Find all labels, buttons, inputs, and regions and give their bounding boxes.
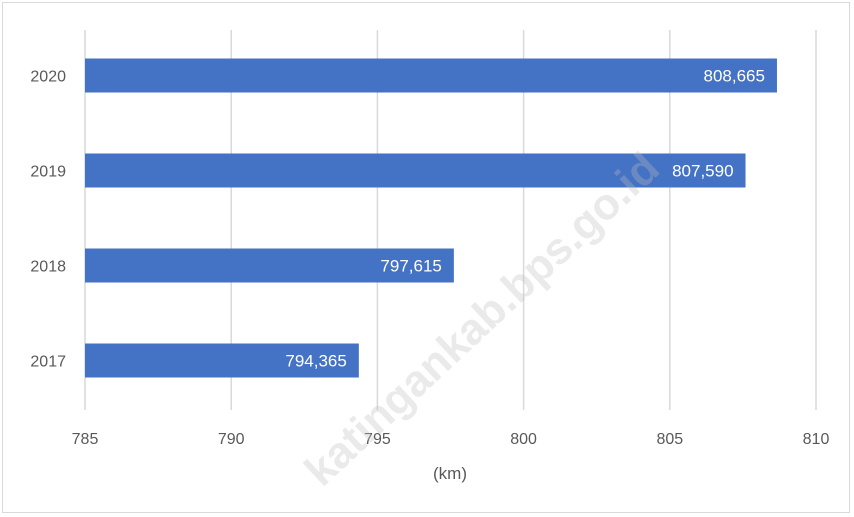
x-tick-label: 795 <box>364 431 391 448</box>
watermark: katingankab.bps.go.id <box>296 143 669 496</box>
x-tick-label: 790 <box>218 431 245 448</box>
x-tick-label: 810 <box>803 431 830 448</box>
bars: 808,665 807,590 797,615 794,365 <box>85 58 777 378</box>
x-tick-label: 800 <box>510 431 537 448</box>
bar-2019 <box>85 153 746 188</box>
x-axis-title: (km) <box>433 464 467 483</box>
bar-2017 <box>85 343 359 378</box>
data-label-2020: 808,665 <box>704 67 765 86</box>
bar-2020 <box>85 58 777 93</box>
data-label-2018: 797,615 <box>380 257 441 276</box>
x-tick-label: 805 <box>656 431 683 448</box>
x-tick-label: 785 <box>72 431 99 448</box>
x-tick-labels: 785 790 795 800 805 810 <box>72 431 830 448</box>
category-label-2018: 2018 <box>30 259 66 276</box>
data-label-2019: 807,590 <box>672 162 733 181</box>
category-label-2017: 2017 <box>30 354 66 371</box>
category-label-2019: 2019 <box>30 164 66 181</box>
category-label-2020: 2020 <box>30 69 66 86</box>
category-labels: 2020 2019 2018 2017 <box>30 69 66 371</box>
data-label-2017: 794,365 <box>285 352 346 371</box>
bar-2018 <box>85 248 454 283</box>
